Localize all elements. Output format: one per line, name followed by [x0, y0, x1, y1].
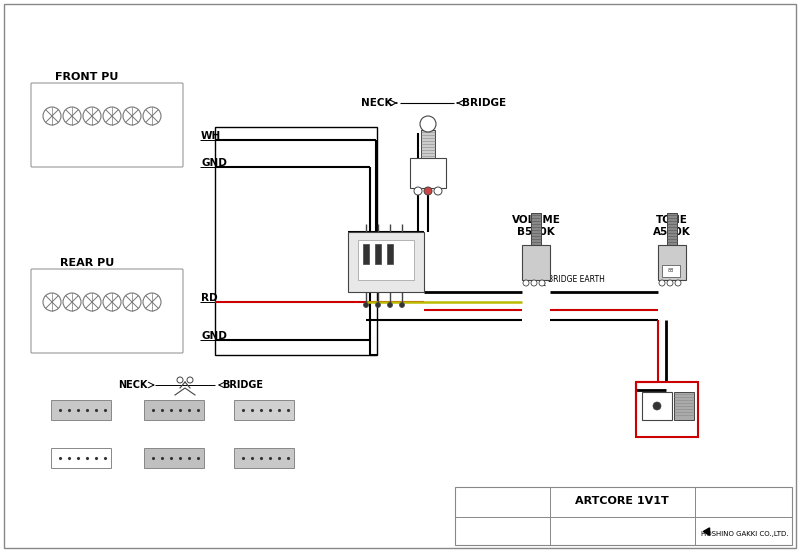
FancyBboxPatch shape	[31, 83, 183, 167]
Text: WH: WH	[201, 131, 222, 141]
Bar	[234, 400, 294, 420]
Text: NECK: NECK	[118, 380, 148, 390]
Circle shape	[675, 280, 681, 286]
Bar	[215, 127, 377, 355]
Bar	[642, 392, 672, 420]
Text: GND: GND	[201, 331, 227, 341]
Text: VOLUME
B500K: VOLUME B500K	[511, 215, 561, 237]
Bar	[348, 232, 424, 292]
Bar	[667, 213, 677, 247]
Bar	[421, 130, 435, 158]
Bar	[658, 245, 686, 280]
Circle shape	[659, 280, 665, 286]
Text: RD: RD	[201, 293, 218, 303]
Circle shape	[399, 302, 405, 307]
Text: HOSHINO GAKKI CO.,LTD.: HOSHINO GAKKI CO.,LTD.	[702, 531, 789, 537]
Circle shape	[434, 187, 442, 195]
Text: GND: GND	[201, 158, 227, 168]
Bar	[144, 448, 204, 468]
Circle shape	[424, 187, 432, 195]
Bar	[531, 213, 541, 247]
Text: ARTCORE 1V1T: ARTCORE 1V1T	[575, 496, 669, 506]
Text: REAR PU: REAR PU	[60, 258, 114, 268]
Circle shape	[539, 280, 545, 286]
Bar	[636, 382, 698, 437]
Text: BRIDGE: BRIDGE	[462, 98, 506, 108]
Text: NECK: NECK	[362, 98, 393, 108]
Circle shape	[667, 280, 673, 286]
Circle shape	[523, 280, 529, 286]
Bar	[455, 487, 792, 545]
Circle shape	[531, 280, 537, 286]
Circle shape	[653, 402, 661, 410]
Circle shape	[363, 302, 369, 307]
Bar	[144, 400, 204, 420]
Circle shape	[387, 302, 393, 307]
Bar	[522, 245, 550, 280]
Bar	[358, 240, 414, 280]
Bar	[662, 265, 680, 277]
Bar	[234, 448, 294, 468]
Text: BRIDGE EARTH: BRIDGE EARTH	[548, 275, 605, 284]
Bar	[410, 158, 446, 188]
Bar	[363, 244, 369, 264]
Bar	[674, 392, 694, 420]
Circle shape	[414, 187, 422, 195]
Text: 88: 88	[668, 268, 674, 273]
Circle shape	[375, 302, 381, 307]
Bar	[387, 244, 393, 264]
Bar	[375, 244, 381, 264]
Bar	[51, 448, 111, 468]
Circle shape	[420, 116, 436, 132]
FancyBboxPatch shape	[31, 269, 183, 353]
Text: BRIDGE: BRIDGE	[222, 380, 263, 390]
Text: TONE
A500K: TONE A500K	[653, 215, 691, 237]
Text: FRONT PU: FRONT PU	[55, 72, 118, 82]
Bar	[51, 400, 111, 420]
